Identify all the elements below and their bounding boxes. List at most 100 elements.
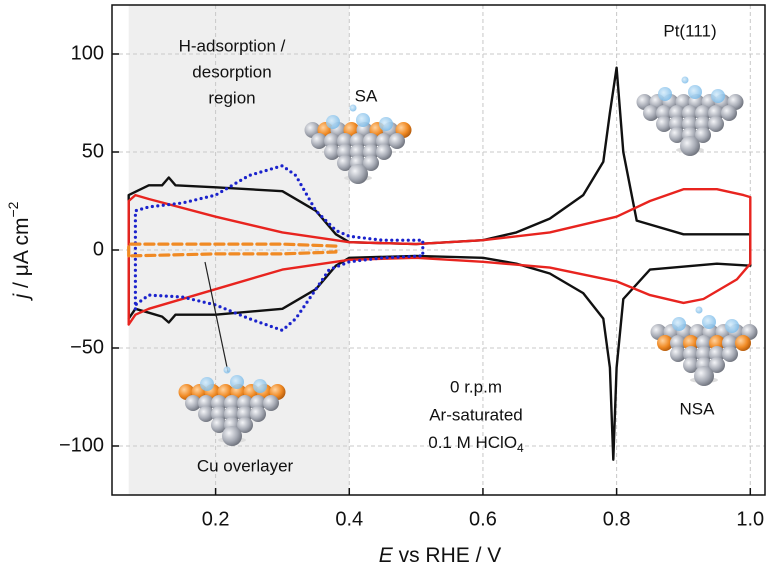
x-label-symbol: E [379, 544, 394, 567]
atom [337, 144, 353, 160]
atom [324, 144, 340, 160]
atom [670, 346, 686, 362]
adsorbate [356, 113, 370, 127]
adsorbate [658, 87, 672, 101]
atom [350, 144, 366, 160]
atom-cluster [178, 366, 286, 446]
atom [237, 417, 253, 433]
atom [363, 155, 379, 171]
annotation: desorption [192, 62, 271, 81]
atom [670, 335, 686, 351]
atom [735, 335, 751, 351]
annotation-subscript: 4 [517, 441, 524, 455]
x-tick-label: 0.8 [603, 508, 631, 530]
x-axis-label: E vs RHE / V [379, 544, 502, 567]
atom [694, 366, 714, 386]
atom [669, 105, 685, 121]
annotation: Pt(111) [663, 21, 716, 40]
atom [643, 105, 659, 121]
atom [363, 144, 379, 160]
atom [363, 133, 379, 149]
atom [708, 116, 724, 132]
atom [348, 164, 368, 184]
annotation: SA [355, 86, 378, 105]
adsorbate [695, 306, 703, 314]
atom [211, 406, 227, 422]
annotation: region [208, 88, 255, 107]
adsorbate [681, 76, 689, 84]
atom [185, 395, 201, 411]
annotation-text: 0.1 M HClO [428, 433, 517, 452]
adsorbate [672, 317, 686, 331]
atom [722, 346, 738, 362]
atom [376, 144, 392, 160]
atom [657, 335, 673, 351]
annotation: 0 r.p.m [450, 377, 502, 396]
atom [709, 346, 725, 362]
atom [696, 346, 712, 362]
y-tick-label: 0 [93, 238, 104, 260]
atom [683, 346, 699, 362]
pointer [204, 261, 229, 373]
atom [222, 426, 242, 446]
x-tick-label: 0.4 [335, 508, 363, 530]
adsorbate [326, 115, 340, 129]
atom [211, 395, 227, 411]
atom [696, 335, 712, 351]
y-tick-label: 100 [71, 42, 104, 64]
atom [211, 417, 227, 433]
adsorbate [200, 377, 214, 391]
adsorbate [711, 89, 725, 103]
atom [263, 395, 279, 411]
adsorbate [702, 315, 716, 329]
atom-cluster [636, 76, 744, 156]
cv-curve [133, 164, 425, 332]
atom [682, 105, 698, 121]
atom [250, 406, 266, 422]
atom [683, 357, 699, 373]
annotation: Cu overlayer [197, 456, 294, 475]
atom [224, 395, 240, 411]
y-axis-label: j / μA cm−2 [5, 201, 33, 301]
y-label-text: / μA cm [10, 218, 33, 294]
y-tick-label: −100 [59, 434, 104, 456]
atom [695, 127, 711, 143]
atom [224, 406, 240, 422]
atom [237, 395, 253, 411]
atom [722, 335, 738, 351]
atom [683, 335, 699, 351]
illustrations [178, 76, 758, 446]
labels: E vs RHE / V j / μA cm−2 H-adsorption / … [5, 21, 717, 566]
atom [324, 133, 340, 149]
atom-cluster [304, 104, 412, 184]
adsorbate [349, 104, 357, 112]
x-tick-label: 0.6 [469, 508, 497, 530]
atom [337, 155, 353, 171]
atom [682, 116, 698, 132]
atom [695, 116, 711, 132]
y-label-exponent: −2 [5, 201, 21, 217]
annotation: H-adsorption / [179, 36, 286, 55]
x-tick-label: 1.0 [736, 508, 764, 530]
y-tick-label: 50 [82, 140, 104, 162]
atom [680, 136, 700, 156]
cv-curve [127, 242, 338, 258]
x-tick-label: 0.2 [202, 508, 230, 530]
plot-frame [111, 4, 766, 496]
atom [198, 406, 214, 422]
adsorbate [379, 117, 393, 131]
atom [669, 127, 685, 143]
y-tick-label: −50 [70, 336, 104, 358]
atom [350, 133, 366, 149]
atom [376, 133, 392, 149]
atom [709, 357, 725, 373]
atom [656, 105, 672, 121]
atom [721, 105, 737, 121]
atom [389, 133, 405, 149]
cv-curve [127, 66, 752, 461]
annotation: 0.1 M HClO4 [428, 433, 524, 455]
atom [669, 116, 685, 132]
atom [311, 133, 327, 149]
